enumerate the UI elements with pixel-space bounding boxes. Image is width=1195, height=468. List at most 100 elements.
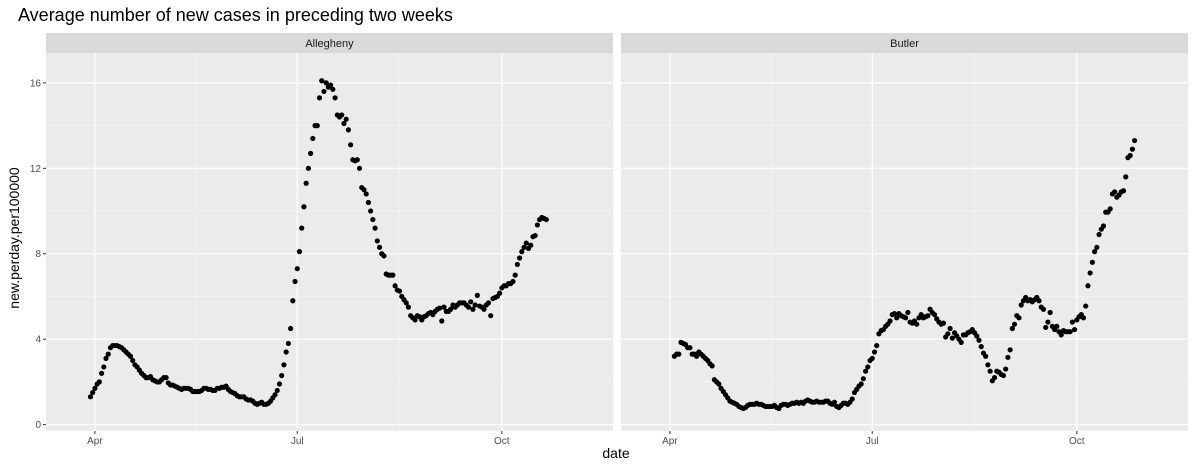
y-axis: 0 4 8 12 16 (30, 78, 46, 431)
strip-label: Allegheny (305, 38, 354, 50)
y-axis-title: new.perday.per100000 (6, 167, 22, 309)
strip-label: Butler (890, 38, 919, 50)
data-point (396, 288, 403, 294)
data-point (510, 278, 516, 285)
data-point (1112, 189, 1118, 195)
data-point (485, 300, 492, 306)
data-point (436, 305, 443, 311)
data-point (468, 299, 474, 305)
data-point (328, 82, 334, 88)
data-point (448, 306, 454, 312)
data-point (392, 283, 398, 289)
strip-background (621, 33, 1188, 53)
data-point (1016, 315, 1022, 321)
data-point (1054, 323, 1060, 329)
data-point (1127, 152, 1133, 159)
data-point (978, 344, 984, 350)
y-tick-label: 8 (35, 249, 41, 260)
data-point (1011, 321, 1018, 327)
data-point (439, 318, 445, 324)
data-point (90, 389, 96, 396)
data-point (914, 321, 920, 327)
data-point (321, 88, 327, 95)
data-point (1107, 206, 1113, 212)
data-point (87, 394, 94, 400)
x-tick-label: Oct (494, 436, 510, 447)
data-point (465, 304, 472, 310)
data-point (1045, 319, 1051, 325)
data-point (1096, 231, 1102, 238)
y-tick-label: 12 (30, 164, 42, 175)
data-point (1069, 319, 1075, 325)
x-tick-label: Jul (291, 436, 304, 447)
data-point (354, 157, 360, 163)
data-point (341, 120, 347, 127)
data-point (947, 325, 953, 332)
data-point (305, 165, 311, 171)
data-point (441, 304, 447, 310)
data-point (390, 272, 396, 278)
data-point (512, 272, 518, 278)
data-point (519, 249, 525, 255)
data-point (163, 375, 169, 381)
data-point (874, 342, 880, 349)
data-point (1043, 324, 1049, 331)
data-point (274, 387, 280, 394)
data-point (301, 204, 307, 210)
data-point (1080, 315, 1087, 321)
data-point (945, 331, 951, 337)
data-point (412, 317, 418, 323)
data-point (858, 381, 864, 387)
data-point (370, 216, 376, 223)
data-point (314, 123, 320, 129)
x-tick-label: Jul (866, 436, 879, 447)
data-point (1092, 249, 1098, 255)
data-point (1036, 298, 1042, 304)
data-point (534, 222, 541, 228)
data-point (1089, 259, 1095, 265)
data-point (1000, 372, 1007, 379)
data-point (543, 216, 549, 223)
data-point (887, 318, 893, 324)
y-tick-label: 4 (35, 335, 41, 346)
data-point (285, 340, 291, 347)
data-point (279, 372, 285, 379)
data-point (1058, 332, 1064, 338)
data-point (1087, 270, 1093, 276)
data-point (1003, 366, 1009, 372)
data-point (403, 300, 409, 306)
data-point (405, 304, 412, 310)
data-point (308, 150, 314, 156)
data-point (272, 392, 278, 398)
data-point (345, 127, 351, 133)
data-point (381, 253, 387, 259)
data-point (296, 249, 303, 255)
data-point (497, 290, 503, 296)
data-point (894, 315, 900, 321)
data-point (101, 364, 107, 370)
data-point (472, 302, 478, 308)
data-point (1047, 309, 1053, 316)
data-point (1129, 146, 1136, 152)
data-point (676, 351, 682, 357)
data-point (1085, 283, 1091, 289)
data-point (294, 266, 300, 272)
data-point (127, 353, 134, 359)
data-point (991, 375, 998, 381)
data-point (1123, 174, 1129, 180)
data-point (905, 309, 911, 316)
data-point (339, 112, 345, 118)
data-point (1120, 188, 1127, 194)
data-point (343, 116, 349, 122)
data-point (372, 225, 378, 231)
data-point (1009, 325, 1015, 332)
x-axis-title: date (602, 445, 629, 461)
data-point (985, 362, 991, 368)
data-point (368, 208, 374, 214)
data-point (976, 337, 982, 343)
data-point (987, 368, 993, 374)
data-point (356, 165, 363, 171)
data-point (292, 278, 298, 285)
data-point (716, 381, 722, 387)
